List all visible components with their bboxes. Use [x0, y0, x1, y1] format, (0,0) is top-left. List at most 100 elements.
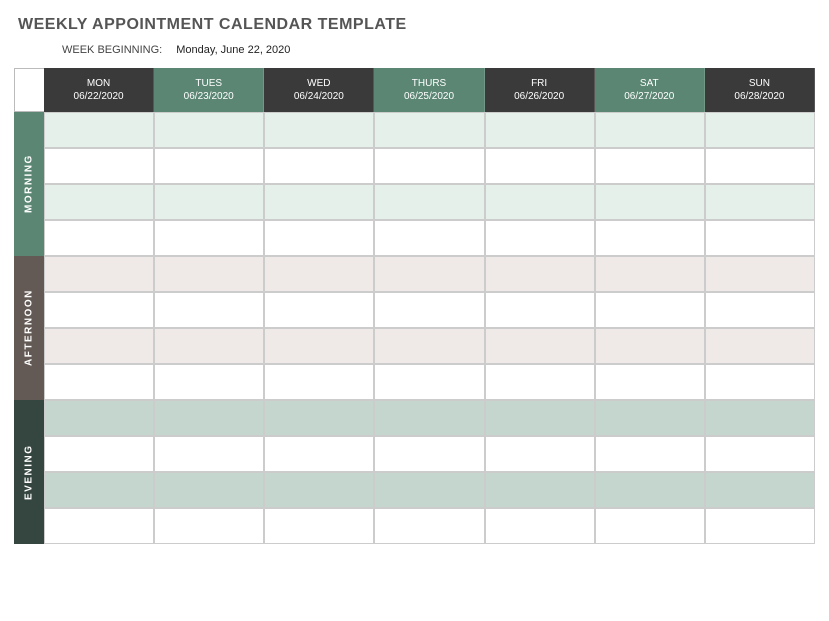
cell-morning-r1-wed[interactable]	[264, 148, 374, 184]
cell-morning-r3-tues[interactable]	[154, 220, 264, 256]
day-name: THURS	[374, 77, 483, 90]
day-date: 06/26/2020	[485, 90, 594, 103]
cell-morning-r3-fri[interactable]	[485, 220, 595, 256]
cell-morning-r0-fri[interactable]	[485, 112, 595, 148]
cell-afternoon-r2-sun[interactable]	[705, 328, 815, 364]
cell-afternoon-r0-wed[interactable]	[264, 256, 374, 292]
cell-morning-r2-wed[interactable]	[264, 184, 374, 220]
cell-morning-r0-sun[interactable]	[705, 112, 815, 148]
cell-afternoon-r1-tues[interactable]	[154, 292, 264, 328]
cell-morning-r0-sat[interactable]	[595, 112, 705, 148]
cell-afternoon-r3-sun[interactable]	[705, 364, 815, 400]
section-label-morning: MORNING	[14, 112, 44, 256]
cell-morning-r3-mon[interactable]	[44, 220, 154, 256]
cell-morning-r0-wed[interactable]	[264, 112, 374, 148]
cell-afternoon-r3-sat[interactable]	[595, 364, 705, 400]
day-header-tues: TUES06/23/2020	[154, 68, 264, 112]
cell-evening-r0-fri[interactable]	[485, 400, 595, 436]
cell-afternoon-r0-thurs[interactable]	[374, 256, 484, 292]
week-beginning-row: WEEK BEGINNING: Monday, June 22, 2020	[62, 44, 815, 56]
cell-afternoon-r2-fri[interactable]	[485, 328, 595, 364]
cell-morning-r0-thurs[interactable]	[374, 112, 484, 148]
cell-afternoon-r2-wed[interactable]	[264, 328, 374, 364]
cell-evening-r1-fri[interactable]	[485, 436, 595, 472]
cell-afternoon-r2-thurs[interactable]	[374, 328, 484, 364]
cell-morning-r1-tues[interactable]	[154, 148, 264, 184]
cell-evening-r1-sun[interactable]	[705, 436, 815, 472]
cell-morning-r2-sat[interactable]	[595, 184, 705, 220]
cell-morning-r3-sat[interactable]	[595, 220, 705, 256]
cell-morning-r1-mon[interactable]	[44, 148, 154, 184]
cell-morning-r1-fri[interactable]	[485, 148, 595, 184]
cell-morning-r3-sun[interactable]	[705, 220, 815, 256]
cell-evening-r3-wed[interactable]	[264, 508, 374, 544]
cell-evening-r3-sat[interactable]	[595, 508, 705, 544]
cell-afternoon-r3-fri[interactable]	[485, 364, 595, 400]
cell-evening-r0-wed[interactable]	[264, 400, 374, 436]
cell-afternoon-r0-fri[interactable]	[485, 256, 595, 292]
cell-afternoon-r1-sat[interactable]	[595, 292, 705, 328]
day-header-sun: SUN06/28/2020	[705, 68, 815, 112]
cell-afternoon-r0-tues[interactable]	[154, 256, 264, 292]
cell-morning-r1-sat[interactable]	[595, 148, 705, 184]
cell-evening-r2-fri[interactable]	[485, 472, 595, 508]
day-date: 06/27/2020	[595, 90, 704, 103]
cell-afternoon-r1-mon[interactable]	[44, 292, 154, 328]
cell-evening-r2-sat[interactable]	[595, 472, 705, 508]
cell-evening-r2-wed[interactable]	[264, 472, 374, 508]
day-header-wed: WED06/24/2020	[264, 68, 374, 112]
cell-evening-r1-thurs[interactable]	[374, 436, 484, 472]
cell-morning-r1-thurs[interactable]	[374, 148, 484, 184]
cell-afternoon-r1-thurs[interactable]	[374, 292, 484, 328]
cell-evening-r1-sat[interactable]	[595, 436, 705, 472]
cell-afternoon-r2-mon[interactable]	[44, 328, 154, 364]
cell-evening-r0-thurs[interactable]	[374, 400, 484, 436]
cell-evening-r3-tues[interactable]	[154, 508, 264, 544]
cell-afternoon-r1-wed[interactable]	[264, 292, 374, 328]
cell-evening-r3-thurs[interactable]	[374, 508, 484, 544]
page-title: WEEKLY APPOINTMENT CALENDAR TEMPLATE	[18, 16, 815, 34]
cell-morning-r2-thurs[interactable]	[374, 184, 484, 220]
cell-evening-r3-fri[interactable]	[485, 508, 595, 544]
cell-evening-r2-tues[interactable]	[154, 472, 264, 508]
cell-morning-r2-fri[interactable]	[485, 184, 595, 220]
cell-morning-r0-tues[interactable]	[154, 112, 264, 148]
cell-evening-r0-mon[interactable]	[44, 400, 154, 436]
week-beginning-value: Monday, June 22, 2020	[176, 44, 290, 56]
cell-evening-r1-mon[interactable]	[44, 436, 154, 472]
cell-afternoon-r3-wed[interactable]	[264, 364, 374, 400]
cell-afternoon-r0-sun[interactable]	[705, 256, 815, 292]
cell-morning-r2-tues[interactable]	[154, 184, 264, 220]
cell-afternoon-r3-mon[interactable]	[44, 364, 154, 400]
cell-evening-r0-tues[interactable]	[154, 400, 264, 436]
cell-afternoon-r3-thurs[interactable]	[374, 364, 484, 400]
cell-morning-r3-wed[interactable]	[264, 220, 374, 256]
cell-afternoon-r0-sat[interactable]	[595, 256, 705, 292]
cell-morning-r2-sun[interactable]	[705, 184, 815, 220]
header-corner	[14, 68, 44, 112]
cell-evening-r2-mon[interactable]	[44, 472, 154, 508]
cell-afternoon-r3-tues[interactable]	[154, 364, 264, 400]
cell-afternoon-r0-mon[interactable]	[44, 256, 154, 292]
cell-morning-r3-thurs[interactable]	[374, 220, 484, 256]
cell-afternoon-r2-tues[interactable]	[154, 328, 264, 364]
cell-afternoon-r1-fri[interactable]	[485, 292, 595, 328]
cell-evening-r2-thurs[interactable]	[374, 472, 484, 508]
cell-evening-r1-wed[interactable]	[264, 436, 374, 472]
cell-morning-r0-mon[interactable]	[44, 112, 154, 148]
cell-evening-r0-sat[interactable]	[595, 400, 705, 436]
cell-evening-r3-sun[interactable]	[705, 508, 815, 544]
day-date: 06/22/2020	[44, 90, 153, 103]
cell-evening-r0-sun[interactable]	[705, 400, 815, 436]
cell-evening-r3-mon[interactable]	[44, 508, 154, 544]
day-name: SAT	[595, 77, 704, 90]
day-date: 06/23/2020	[154, 90, 263, 103]
cell-afternoon-r2-sat[interactable]	[595, 328, 705, 364]
cell-morning-r1-sun[interactable]	[705, 148, 815, 184]
cell-evening-r2-sun[interactable]	[705, 472, 815, 508]
day-header-fri: FRI06/26/2020	[485, 68, 595, 112]
cell-morning-r2-mon[interactable]	[44, 184, 154, 220]
cell-evening-r1-tues[interactable]	[154, 436, 264, 472]
section-label-evening: EVENING	[14, 400, 44, 544]
cell-afternoon-r1-sun[interactable]	[705, 292, 815, 328]
